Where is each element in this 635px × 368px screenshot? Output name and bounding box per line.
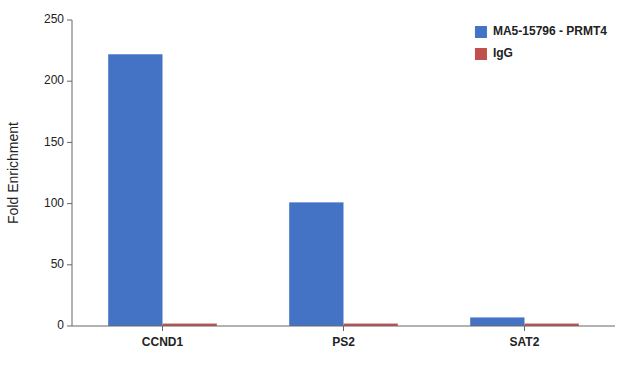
bar — [289, 202, 343, 326]
legend-label: MA5-15796 - PRMT4 — [493, 24, 607, 38]
x-tick — [162, 326, 163, 331]
bar — [108, 54, 162, 326]
x-tick-label: SAT2 — [510, 335, 540, 349]
chart-svg: 0 50 100 150 200 250 Fold Enrichment CCND1 PS2 SA… — [0, 0, 635, 368]
y-axis-label: Fold Enrichment — [5, 122, 21, 224]
legend: MA5-15796 - PRMT4 IgG — [475, 24, 607, 60]
legend-item: IgG — [475, 46, 513, 60]
y-axis-line — [72, 20, 73, 326]
chart-container: 0 50 100 150 200 250 Fold Enrichment CCND1 PS2 SA… — [0, 0, 635, 368]
x-axis: CCND1 PS2 SAT2 — [72, 326, 615, 349]
y-tick — [67, 81, 72, 82]
x-tick-label: PS2 — [332, 335, 355, 349]
legend-label: IgG — [493, 46, 513, 60]
legend-item: MA5-15796 - PRMT4 — [475, 24, 607, 38]
y-tick — [67, 142, 72, 143]
y-tick — [67, 203, 72, 204]
y-axis: 0 50 100 150 200 250 — [44, 12, 72, 332]
bars — [108, 54, 579, 326]
x-tick — [524, 326, 525, 331]
x-tick-label: CCND1 — [142, 335, 184, 349]
x-tick — [343, 326, 344, 331]
legend-swatch — [475, 26, 487, 38]
y-tick-label: 100 — [44, 196, 64, 210]
legend-swatch — [475, 48, 487, 60]
y-tick — [67, 20, 72, 21]
y-tick — [67, 326, 72, 327]
y-tick-label: 50 — [51, 257, 65, 271]
y-tick-label: 200 — [44, 73, 64, 87]
y-tick-label: 150 — [44, 135, 64, 149]
y-tick-label: 0 — [57, 318, 64, 332]
y-tick — [67, 264, 72, 265]
bar — [470, 317, 524, 326]
y-tick-label: 250 — [44, 12, 64, 26]
